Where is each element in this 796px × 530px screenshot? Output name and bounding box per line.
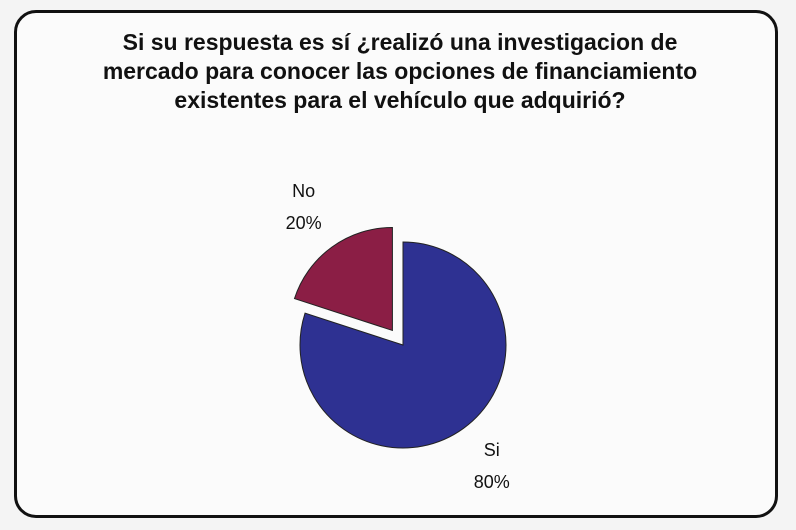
pie-slice (299, 241, 507, 449)
slice-value-label: 80% (474, 472, 510, 492)
slice-value-label: 20% (286, 213, 322, 233)
pie-slice (293, 226, 393, 332)
slice-label: Si (484, 440, 500, 460)
chart-title: Si su respuesta es sí ¿realizó una inves… (102, 29, 698, 113)
slice-label: No (292, 181, 315, 201)
